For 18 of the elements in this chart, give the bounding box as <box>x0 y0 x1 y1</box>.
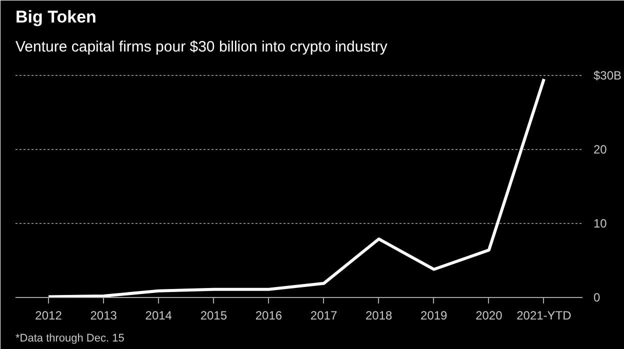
y-tick-label: 0 <box>594 290 600 304</box>
x-tick-label: 2014 <box>145 308 172 322</box>
y-tick-label: 20 <box>594 142 608 156</box>
x-tick-label: 2018 <box>365 308 392 322</box>
y-tick-label: $30B <box>594 68 622 82</box>
x-tick-label: 2012 <box>35 308 62 322</box>
x-tick-label: 2013 <box>90 308 118 322</box>
text: *Data through Dec. 15 <box>16 332 124 344</box>
x-tick-label: 2015 <box>200 308 228 322</box>
x-tick-label: 2019 <box>420 308 448 322</box>
x-tick-label: 2020 <box>476 308 503 322</box>
x-tick-label: 2017 <box>310 308 338 322</box>
chart-title: Big Token <box>16 8 96 26</box>
x-tick-label: 2016 <box>255 308 282 322</box>
chart-subtitle: Venture capital firms pour $30 billion into crypto industry <box>16 38 388 56</box>
x-tick-label: 2021-YTD <box>516 308 572 322</box>
line-series <box>47 78 546 298</box>
y-tick-label: 10 <box>594 216 608 230</box>
